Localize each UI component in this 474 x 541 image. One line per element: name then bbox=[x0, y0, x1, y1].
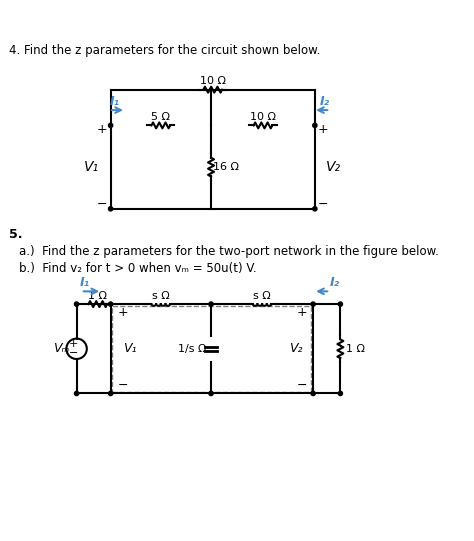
Text: V₁: V₁ bbox=[123, 342, 137, 355]
Circle shape bbox=[209, 302, 213, 306]
Circle shape bbox=[74, 302, 79, 306]
Text: 16 Ω: 16 Ω bbox=[213, 162, 239, 172]
Text: +: + bbox=[318, 123, 328, 136]
Text: b.)  Find v₂ for t > 0 when vₘ = 50u(t) V.: b.) Find v₂ for t > 0 when vₘ = 50u(t) V… bbox=[18, 262, 256, 275]
Text: V₂: V₂ bbox=[290, 342, 303, 355]
Text: 5.: 5. bbox=[9, 228, 22, 241]
Circle shape bbox=[109, 123, 113, 128]
Text: I₁: I₁ bbox=[110, 95, 120, 108]
Circle shape bbox=[109, 302, 113, 306]
Circle shape bbox=[109, 207, 113, 211]
Circle shape bbox=[313, 123, 317, 128]
Text: a.)  Find the z parameters for the two-port network in the figure below.: a.) Find the z parameters for the two-po… bbox=[18, 245, 438, 258]
Text: +: + bbox=[118, 306, 129, 319]
Text: −: − bbox=[318, 198, 328, 211]
Text: s Ω: s Ω bbox=[152, 291, 170, 301]
Text: 1/s Ω: 1/s Ω bbox=[178, 344, 207, 354]
Text: −: − bbox=[118, 379, 128, 392]
Text: s Ω: s Ω bbox=[253, 291, 271, 301]
Circle shape bbox=[209, 391, 213, 395]
Text: −: − bbox=[69, 348, 78, 358]
Circle shape bbox=[313, 207, 317, 211]
Text: V₁: V₁ bbox=[84, 160, 100, 174]
Text: 10 Ω: 10 Ω bbox=[250, 112, 276, 122]
Circle shape bbox=[338, 302, 343, 306]
Text: I₂: I₂ bbox=[320, 95, 330, 108]
Circle shape bbox=[74, 391, 79, 395]
Bar bbox=[112, 306, 311, 392]
Text: I₂: I₂ bbox=[329, 276, 339, 289]
Text: −: − bbox=[97, 198, 108, 211]
Text: Vₘ: Vₘ bbox=[53, 342, 69, 355]
Text: +: + bbox=[97, 123, 108, 136]
Text: V₂: V₂ bbox=[326, 160, 341, 174]
Text: 5 Ω: 5 Ω bbox=[151, 112, 170, 122]
Text: −: − bbox=[297, 379, 307, 392]
Text: 10 Ω: 10 Ω bbox=[200, 76, 226, 86]
Text: 4. Find the z parameters for the circuit shown below.: 4. Find the z parameters for the circuit… bbox=[9, 44, 320, 57]
Text: I₁: I₁ bbox=[80, 276, 90, 289]
Circle shape bbox=[109, 391, 113, 395]
Text: +: + bbox=[69, 339, 78, 349]
Circle shape bbox=[338, 391, 343, 395]
Text: +: + bbox=[297, 306, 308, 319]
Circle shape bbox=[311, 391, 315, 395]
Circle shape bbox=[311, 302, 315, 306]
Text: 1 Ω: 1 Ω bbox=[346, 344, 365, 354]
Text: 1 Ω: 1 Ω bbox=[88, 291, 107, 301]
